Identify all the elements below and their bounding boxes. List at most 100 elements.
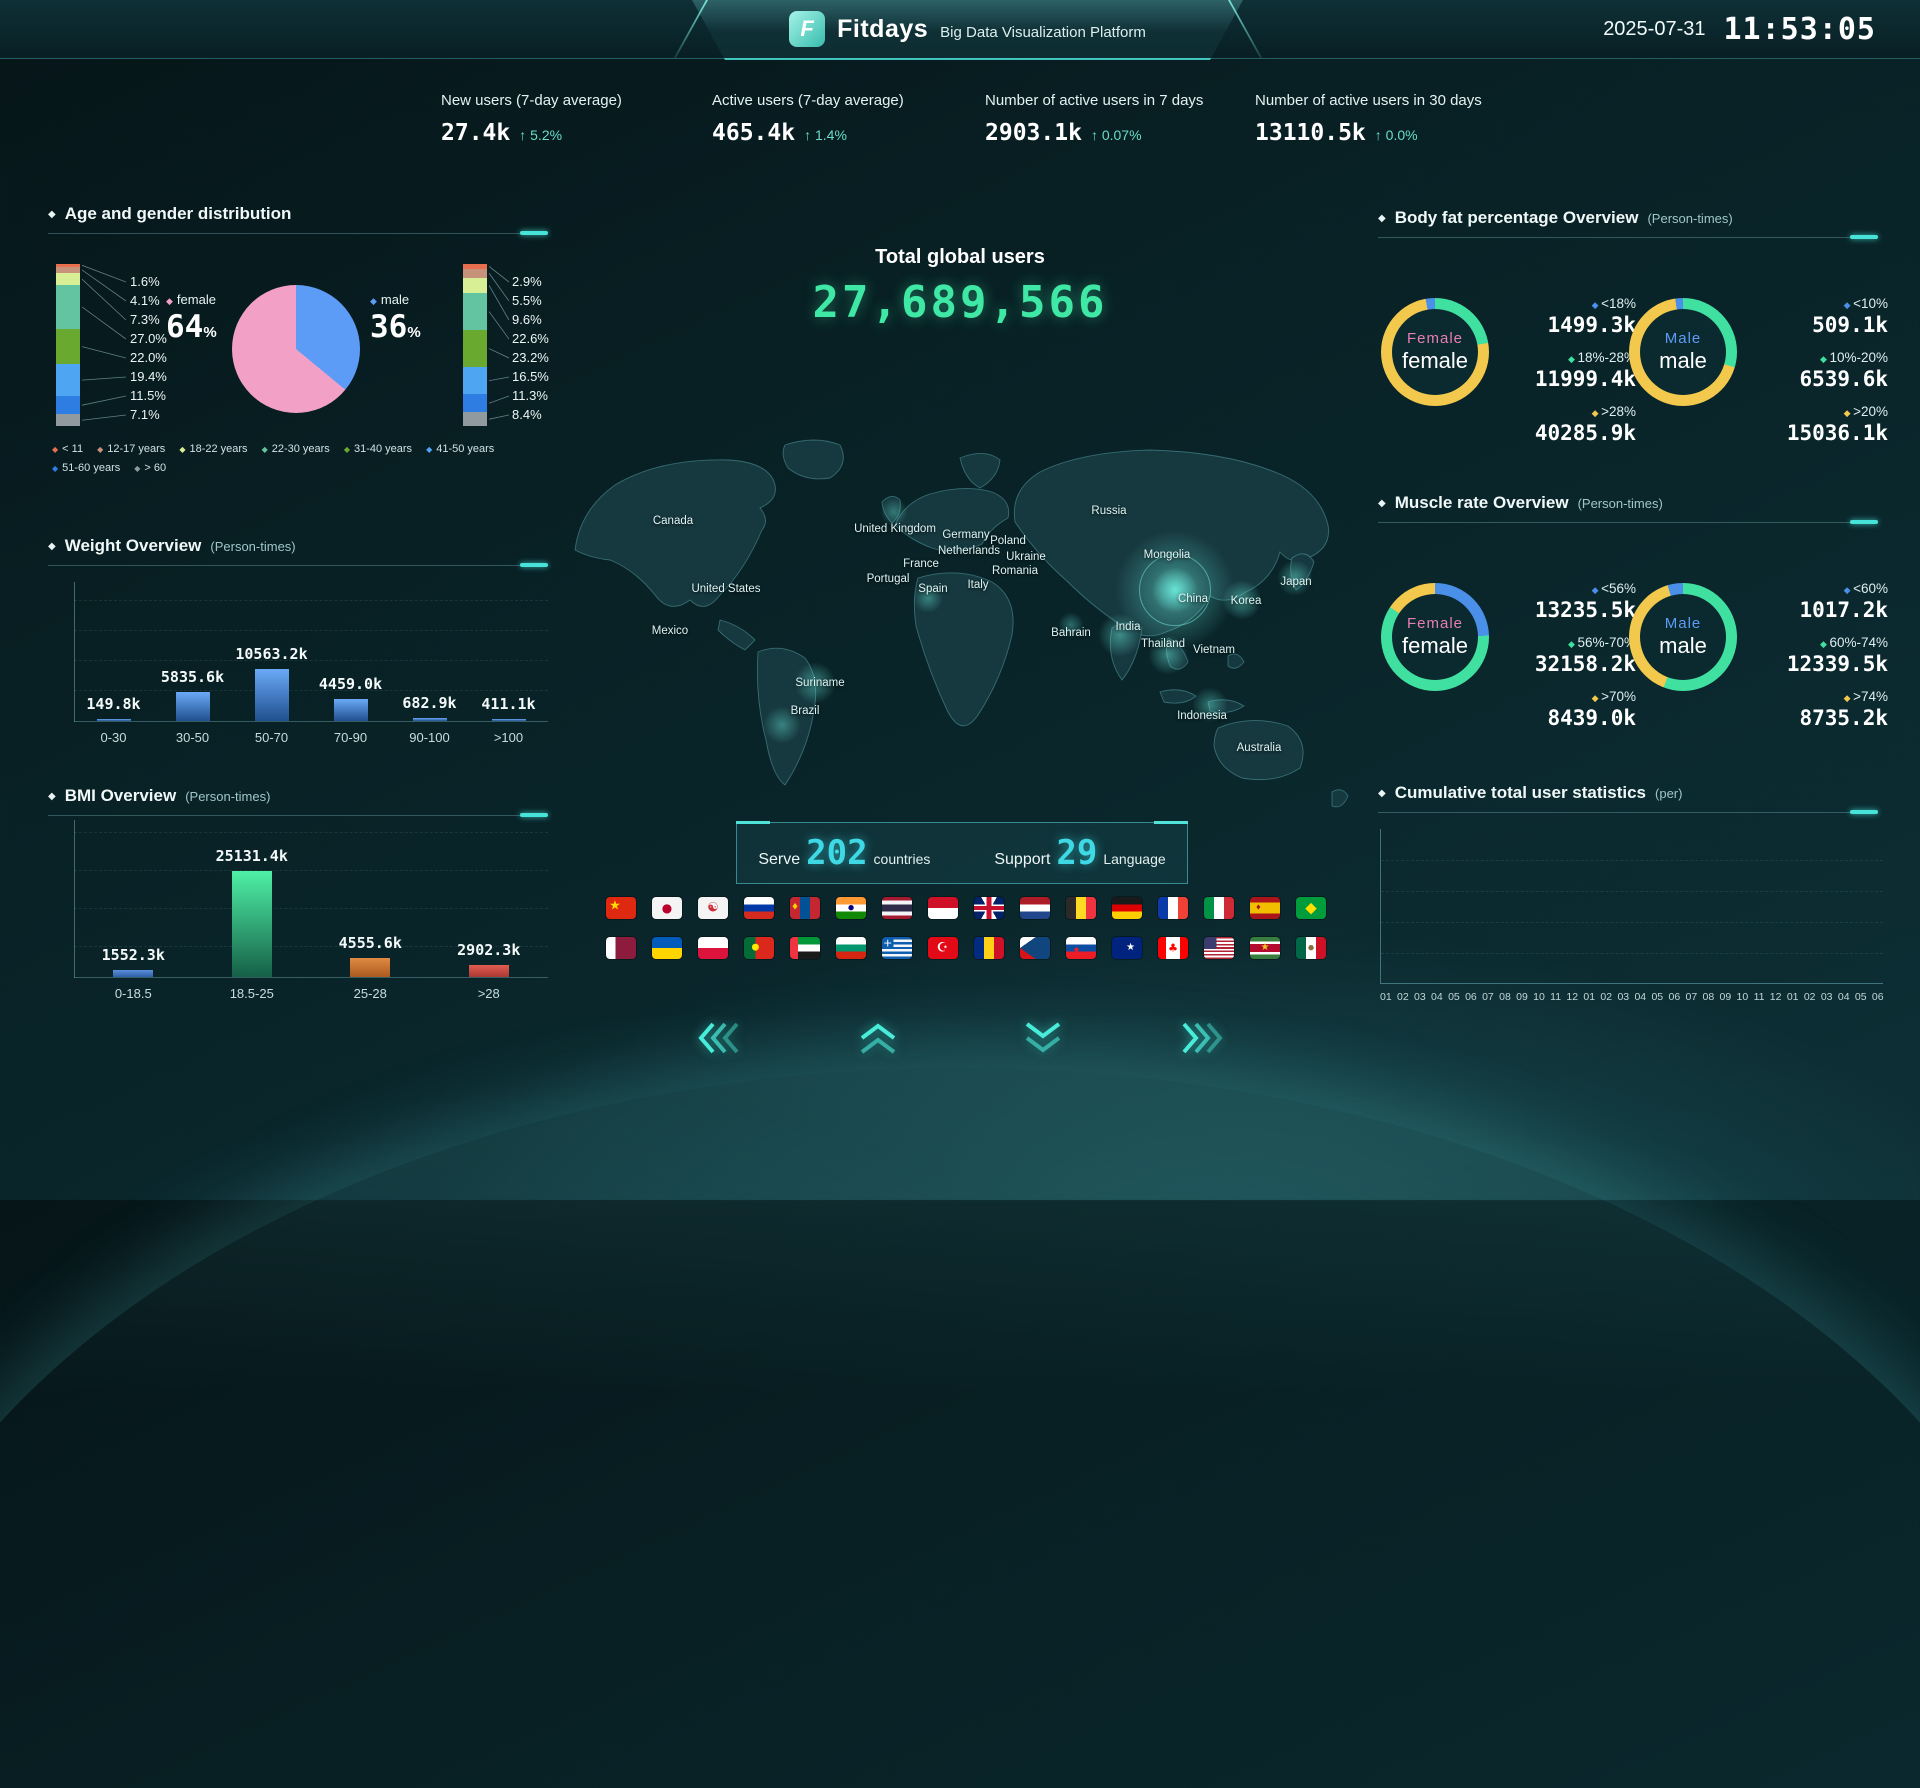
donut-stat-range: ◆ >28% [1494,404,1636,419]
map-glow [1058,612,1084,638]
pager-down-button[interactable] [1019,1020,1067,1056]
brand-subtitle: Big Data Visualization Platform [940,23,1146,41]
age-percent-label: 23.2% [512,350,549,365]
legend-diamond-icon: ◆ [261,445,268,454]
muscle-female-stats: ◆ <56% 13235.5k ◆ 56%-70% 32158.2k ◆ >70% 843… [1494,581,1636,743]
bodyfat-panel-title-row: ◆ Body fat percentage Overview (Person-t… [1378,208,1890,228]
flags-row-1: ★ ● ☯ ♦ ● ♦ ◆ [606,897,1336,919]
cumulative-tick: 02 [1803,991,1816,1003]
serve-group: Serve 202 countries [758,833,930,873]
cumulative-tick: 10 [1533,991,1545,1003]
cumulative-tick: 08 [1702,991,1715,1003]
bmi-panel-title-row: ◆ BMI Overview (Person-times) [48,786,560,806]
bar-category-label: 90-100 [409,730,450,745]
kpi-value-row: 13110.5k ↑ 0.0% [1255,120,1482,146]
kpi-4: Number of active users in 30 days 13110.5… [1255,92,1482,146]
panel-bodyfat: ◆ Body fat percentage Overview (Person-t… [1378,208,1890,488]
map-label-united-states: United States [691,583,761,595]
muscle-female-tag: Female [1406,615,1464,632]
cumulative-tick: 04 [1431,991,1443,1003]
kpi-delta: ↑ 0.0% [1374,127,1418,143]
pager-first-button[interactable] [695,1020,743,1056]
donut-stat-row: ◆ >74% 8735.2k [1746,689,1888,730]
bodyfat-male-stats: ◆ <10% 509.1k ◆ 10%-20% 6539.6k ◆ >20% 15036.… [1746,296,1888,458]
male-share-block: ◆ male 36% [370,292,421,345]
donut-stat-range: ◆ 10%-20% [1746,350,1888,365]
donut-stat-row: ◆ 10%-20% 6539.6k [1746,350,1888,391]
stat-diamond-icon: ◆ [1843,300,1854,310]
age-stack-segment [56,266,80,274]
serve-countries-value: 202 [806,833,868,873]
bar-category-label: >28 [477,986,500,1001]
map-label-brazil: Brazil [790,705,820,717]
kpi-value: 465.4k [712,120,796,146]
flag-greece: + [882,937,912,959]
flag-glyph: ◆ [1073,945,1080,954]
donut-stat-value: 8439.0k [1547,706,1636,730]
map-glow [1277,560,1313,596]
pager-up-button[interactable] [854,1020,902,1056]
cumulative-tick: 07 [1685,991,1698,1003]
stat-diamond-icon: ◆ [1843,408,1854,418]
gridline [74,630,548,631]
muscle-female-donut: Female female [1381,583,1489,691]
flag-glyph: ◆ [1305,898,1317,917]
age-lines-left [82,264,126,421]
age-stack-segment [56,328,80,365]
diamond-icon: ◆ [1378,213,1386,224]
cumulative-tick: 03 [1617,991,1630,1003]
age-percent-label: 22.0% [130,350,167,365]
flag-ukraine [652,937,682,959]
female-diamond-icon: ◆ [166,296,173,306]
donut-stat-row: ◆ >20% 15036.1k [1746,404,1888,445]
legend-diamond-icon: ◆ [426,445,433,454]
bmi-panel-unit: (Person-times) [185,789,271,804]
bar-category-label: 70-90 [333,730,368,745]
cumulative-tick: 06 [1465,991,1477,1003]
kpi-value-row: 465.4k ↑ 1.4% [712,120,904,146]
diamond-icon: ◆ [1378,498,1386,509]
pager-last-button[interactable] [1178,1020,1226,1056]
muscle-female-group: Female female ◆ <56% 13235.5k ◆ 56%-70% 321… [1378,553,1636,773]
donut-stat-row: ◆ <18% 1499.3k [1494,296,1636,337]
map-label-spain: Spain [918,583,948,595]
flag-glyph: ☪ [936,940,949,956]
bodyfat-male-tag: Male [1664,330,1702,347]
map-glow [794,662,836,704]
muscle-panel-title: Muscle rate Overview [1394,493,1569,512]
bar-category-label: 30-50 [175,730,210,745]
gridline [1381,891,1883,892]
panel-weight: ◆ Weight Overview (Person-times) 149.8k 0… [48,536,560,766]
cumulative-tick: 12 [1566,991,1579,1003]
cumulative-tick: 01 [1380,991,1392,1003]
cumulative-tick: 08 [1499,991,1511,1003]
flag-glyph: ● [661,901,673,915]
kpi-value: 2903.1k [985,120,1082,146]
bodyfat-female-tag: Female [1406,330,1464,347]
donut-stat-value: 32158.2k [1534,652,1636,676]
panel-underline [1378,520,1878,524]
map-label-vietnam: Vietnam [1193,644,1235,656]
bodyfat-panel-unit: (Person-times) [1647,211,1733,226]
legend-diamond-icon: ◆ [134,464,141,473]
flag-brazil: ◆ [1296,897,1326,919]
stat-range-text: 60%-74% [1829,635,1888,650]
age-percent-label: 2.9% [512,274,542,289]
age-percent-label: 19.4% [130,369,167,384]
kpi-delta: ↑ 5.2% [519,127,563,143]
age-stack-segment [56,364,80,396]
age-panel-title: Age and gender distribution [64,204,292,223]
stat-diamond-icon: ◆ [1591,300,1602,310]
legend-label: 51-60 years [62,462,121,474]
stat-diamond-icon: ◆ [1591,585,1602,595]
age-legend-item: ◆ < 11 [52,440,83,459]
flag-glyph: ● [1307,943,1315,952]
pager-arrows [695,1020,1235,1060]
kpi-value: 27.4k [441,120,511,146]
flag-glyph: ♣ [1168,941,1178,955]
stat-diamond-icon: ◆ [1568,639,1578,649]
bodyfat-female-name: female [1401,348,1469,373]
bodyfat-male-center: Male male [1640,309,1726,395]
flag-glyph: ● [751,942,760,953]
